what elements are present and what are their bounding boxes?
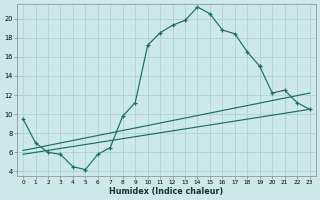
X-axis label: Humidex (Indice chaleur): Humidex (Indice chaleur) <box>109 187 223 196</box>
